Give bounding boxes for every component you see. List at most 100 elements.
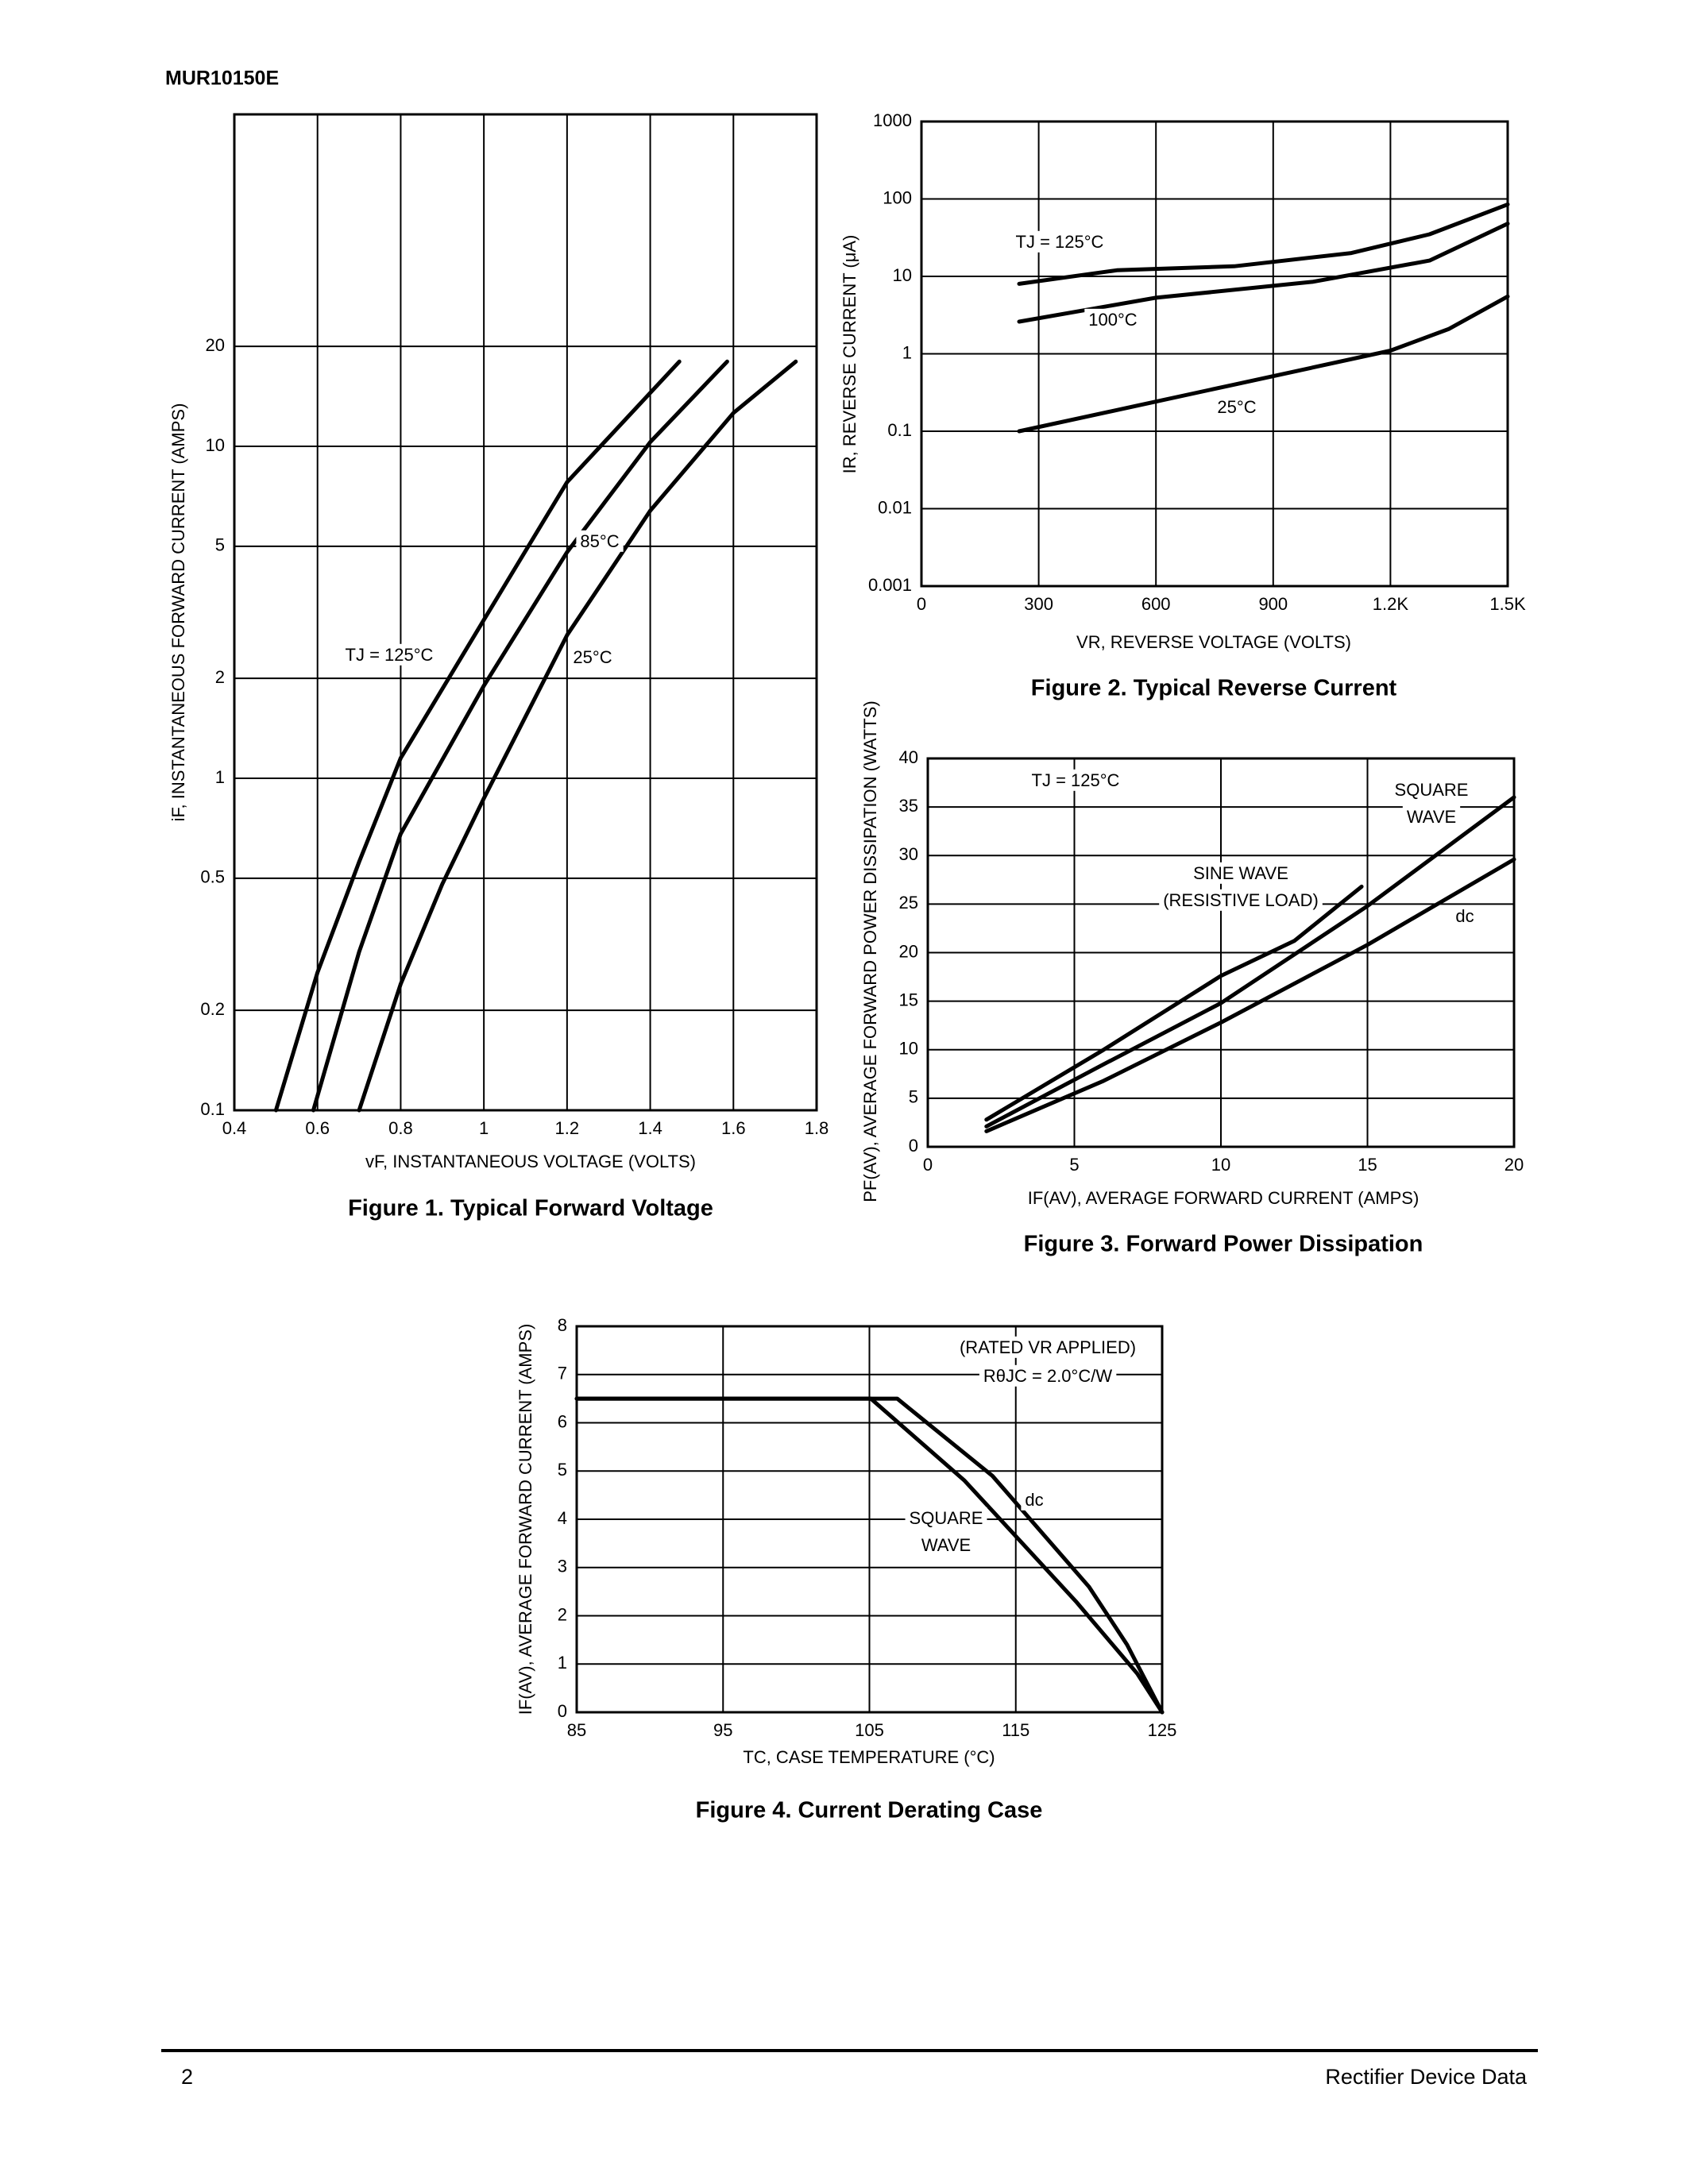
x-tick-label: 105 <box>855 1720 884 1740</box>
label-background <box>905 1507 987 1529</box>
footer-text: Rectifier Device Data <box>1325 2065 1528 2089</box>
curve <box>273 359 682 1113</box>
curve <box>984 884 1364 1122</box>
y-tick-label: 20 <box>899 941 918 961</box>
label-background <box>1402 805 1461 828</box>
y-tick-label: 15 <box>899 990 918 1009</box>
label-background <box>1213 396 1261 418</box>
y-tick-label: 0.1 <box>887 420 912 440</box>
x-tick-label: 600 <box>1141 594 1171 614</box>
label-background <box>979 1364 1117 1387</box>
y-tick-label: 0.001 <box>868 575 912 595</box>
label-background <box>341 643 438 666</box>
curve <box>984 857 1516 1133</box>
figure-caption: Figure 2. Typical Reverse Current <box>1031 676 1397 701</box>
series-label: 85°C <box>580 531 619 551</box>
curve <box>357 359 798 1113</box>
y-tick-label: 10 <box>899 1039 918 1059</box>
x-axis-label: vF, INSTANTANEOUS VOLTAGE (VOLTS) <box>365 1152 696 1171</box>
y-tick-label: 0 <box>558 1701 567 1721</box>
y-tick-label: 1 <box>215 767 225 787</box>
x-tick-label: 15 <box>1358 1155 1377 1175</box>
y-tick-label: 10 <box>893 265 912 285</box>
x-tick-label: 10 <box>1211 1155 1230 1175</box>
label-background <box>917 1534 975 1556</box>
figure-caption: Figure 1. Typical Forward Voltage <box>348 1196 713 1221</box>
y-tick-label: 1 <box>902 342 912 362</box>
figure-caption: Figure 3. Forward Power Dissipation <box>1024 1232 1423 1257</box>
curve <box>574 1396 1165 1715</box>
y-axis-label: iF, INSTANTANEOUS FORWARD CURRENT (AMPS) <box>168 403 188 822</box>
x-tick-label: 5 <box>1069 1155 1079 1175</box>
y-tick-label: 20 <box>206 335 225 355</box>
x-tick-label: 20 <box>1505 1155 1524 1175</box>
label-background <box>1084 308 1141 330</box>
x-tick-label: 0.4 <box>222 1118 247 1138</box>
x-tick-label: 900 <box>1258 594 1288 614</box>
series-label: (RESISTIVE LOAD) <box>1163 890 1319 910</box>
series-label: dc <box>1455 906 1474 926</box>
y-tick-label: 2 <box>558 1604 567 1624</box>
y-tick-label: 1000 <box>873 110 912 130</box>
y-tick-label: 6 <box>558 1411 567 1431</box>
y-axis-label: PF(AV), AVERAGE FORWARD POWER DISSIPATIO… <box>860 700 880 1202</box>
x-tick-label: 0 <box>923 1155 933 1175</box>
series-label: 100°C <box>1088 310 1138 330</box>
curve <box>311 359 729 1113</box>
x-tick-label: 1.8 <box>805 1118 829 1138</box>
x-tick-label: 95 <box>713 1720 732 1740</box>
x-tick-label: 115 <box>1002 1720 1029 1740</box>
y-tick-label: 4 <box>558 1508 567 1528</box>
label-background <box>955 1336 1141 1358</box>
series-label: WAVE <box>1407 807 1456 827</box>
plot-frame <box>575 1325 1164 1714</box>
series-label: TJ = 125°C <box>346 645 434 665</box>
label-background <box>1027 769 1124 791</box>
y-tick-label: 5 <box>909 1087 918 1107</box>
series-label: WAVE <box>921 1535 971 1555</box>
annotation: TJ = 125°C <box>1032 770 1120 790</box>
label-background <box>1011 230 1108 253</box>
x-tick-label: 1 <box>479 1118 489 1138</box>
y-tick-label: 8 <box>558 1315 567 1335</box>
x-tick-label: 1.2K <box>1373 594 1409 614</box>
x-tick-label: 1.2 <box>555 1118 580 1138</box>
y-tick-label: 5 <box>215 535 225 555</box>
curve <box>1017 222 1510 324</box>
y-tick-label: 0.5 <box>200 867 225 887</box>
series-label: SQUARE <box>910 1508 983 1528</box>
label-background <box>569 646 616 668</box>
label-background <box>1021 1488 1048 1511</box>
y-tick-label: 25 <box>899 893 918 913</box>
y-tick-label: 1 <box>558 1653 567 1673</box>
chart: 85 95 105 115 125 0 1 2 3 4 5 6 7 8 SQUARE WAVE dc (RATED… <box>516 1315 1177 1823</box>
x-tick-label: 1.4 <box>638 1118 662 1138</box>
y-tick-label: 2 <box>215 667 225 687</box>
curve <box>1017 202 1510 286</box>
page-number: 2 <box>181 2065 193 2089</box>
y-tick-label: 100 <box>883 187 912 207</box>
y-tick-label: 7 <box>558 1364 567 1383</box>
x-axis-label: TC, CASE TEMPERATURE (°C) <box>743 1747 995 1767</box>
figure-caption: Figure 4. Current Derating Case <box>696 1798 1043 1823</box>
annotation: RθJC = 2.0°C/W <box>983 1366 1112 1386</box>
x-tick-label: 0.8 <box>388 1118 413 1138</box>
label-background <box>1451 905 1478 927</box>
series-label: SINE WAVE <box>1193 863 1288 883</box>
curve <box>984 795 1516 1129</box>
y-axis-label: IR, REVERSE CURRENT (μA) <box>840 235 859 474</box>
series-label: SQUARE <box>1395 780 1469 800</box>
y-tick-label: 30 <box>899 844 918 864</box>
chart: 0.4 0.6 0.8 1 1.2 1.4 1.6 1.8 0.1 0.2 0.5 1 2 5 10 20 TJ… <box>168 113 829 1221</box>
series-label: 25°C <box>1217 397 1256 417</box>
plot-frame <box>920 120 1509 588</box>
label-background <box>1189 862 1292 884</box>
chart: 0 5 10 15 20 0 5 10 15 20 25 30 35 40 SINE WAVE (RESIST… <box>860 700 1524 1256</box>
x-tick-label: 300 <box>1024 594 1053 614</box>
y-tick-label: 0.2 <box>200 999 225 1019</box>
x-tick-label: 125 <box>1148 1720 1177 1740</box>
y-tick-label: 3 <box>558 1557 567 1576</box>
y-tick-label: 0 <box>909 1136 918 1156</box>
y-tick-label: 40 <box>899 747 918 767</box>
